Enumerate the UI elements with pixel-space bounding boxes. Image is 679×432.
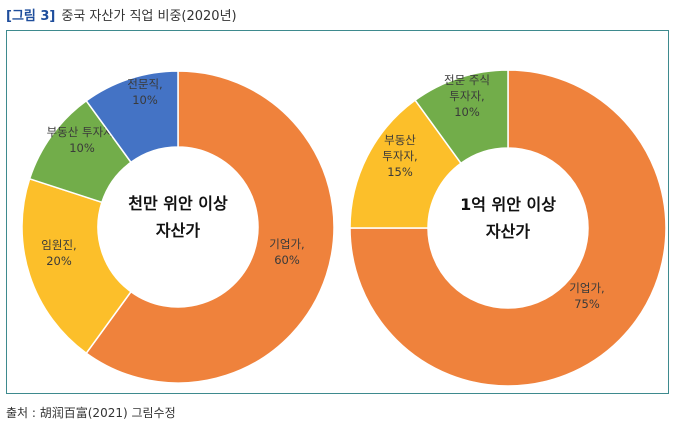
donut1-label-2: 임원진, 20% bbox=[41, 238, 76, 268]
chart-frame: 기업가, 60% 임원진, 20% 부동산 투자자, 10% 전문직, 10% 천만 위안 이상… bbox=[6, 30, 669, 394]
donut2-label-1: 기업가, 75% bbox=[569, 281, 604, 311]
donut1-label-1: 기업가, 60% bbox=[269, 237, 304, 267]
donut1-slice-1 bbox=[85, 70, 335, 384]
figure-number: [그림 3] bbox=[6, 9, 56, 24]
figure-title-text: 중국 자산가 직업 비중(2020년) bbox=[61, 9, 237, 24]
donut2-slice-1 bbox=[349, 69, 667, 387]
donut1-slice-4 bbox=[85, 70, 179, 164]
donut-charts: 기업가, 60% 임원진, 20% 부동산 투자자, 10% 전문직, 10% 천만 위안 이상… bbox=[21, 69, 667, 387]
donut1-slice-2 bbox=[21, 177, 133, 355]
donut2-label-2: 부동산 투자자, 15% bbox=[382, 133, 417, 179]
donut2-label-3: 전문 주식 투자자, 10% bbox=[444, 73, 490, 119]
donut1-label-3: 부동산 투자자, 10% bbox=[47, 125, 118, 155]
donut2-center-label: 1억 위안 이상 자산가 bbox=[460, 195, 556, 241]
source-note: 출처 : 胡润百富(2021) 그림수정 bbox=[6, 406, 176, 420]
figure-title: [그림 3] 중국 자산가 직업 비중(2020년) bbox=[6, 5, 237, 24]
donut1-center-label: 천만 위안 이상 자산가 bbox=[128, 194, 228, 240]
donut2-slice-3 bbox=[414, 69, 509, 165]
donut1-label-4: 전문직, 10% bbox=[127, 77, 162, 107]
